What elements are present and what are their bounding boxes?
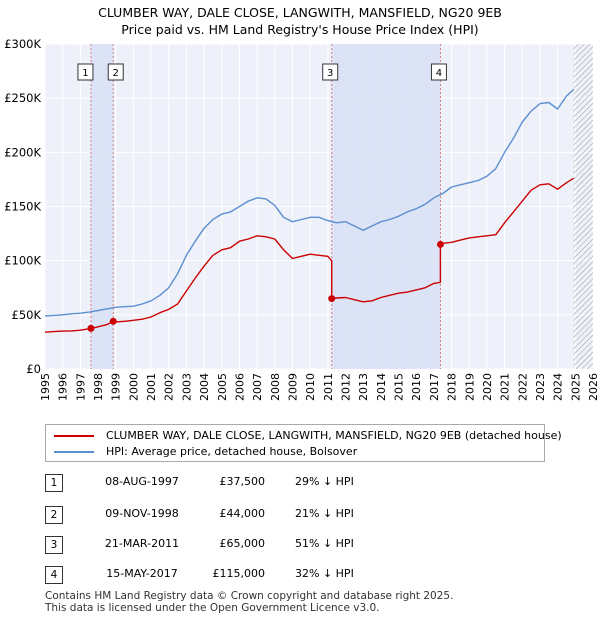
- sale-number-badge: 1: [45, 474, 63, 492]
- sale-price: £65,000: [219, 537, 266, 550]
- y-tick-label: £0: [26, 362, 41, 376]
- table-row: 3 21-MAR-2011 £65,000 51% ↓ HPI: [45, 536, 545, 554]
- x-tick-label: 2007: [251, 373, 264, 401]
- x-tick-label: 2025: [569, 373, 582, 401]
- sale-label-text: 2: [113, 68, 119, 79]
- x-tick-label: 2023: [534, 373, 547, 401]
- x-tick-label: 1999: [110, 373, 123, 401]
- x-tick-label: 2000: [127, 373, 140, 401]
- y-tick-label: £200K: [4, 145, 41, 159]
- x-tick-label: 2026: [587, 373, 600, 401]
- y-tick-label: £250K: [4, 91, 41, 105]
- sale-point: [87, 324, 95, 332]
- x-tick-label: 2011: [322, 373, 335, 401]
- sale-hpi-diff: 21% ↓ HPI: [295, 507, 354, 520]
- x-tick-label: 2020: [481, 373, 494, 401]
- sale-label-text: 1: [82, 68, 88, 79]
- sale-date: 15-MAY-2017: [106, 567, 178, 580]
- x-tick-label: 1998: [92, 373, 105, 401]
- x-tick-label: 2014: [375, 373, 388, 401]
- sale-label: 2: [107, 63, 124, 81]
- sale-label: 1: [77, 63, 94, 81]
- y-tick-label: £50K: [12, 308, 42, 322]
- sale-number-badge: 3: [45, 536, 63, 554]
- x-tick-label: 2003: [180, 373, 193, 401]
- sale-hpi-diff: 29% ↓ HPI: [295, 475, 354, 488]
- sale-point: [109, 317, 117, 325]
- footer-copyright: Contains HM Land Registry data © Crown c…: [45, 590, 454, 602]
- x-tick-label: 2013: [357, 373, 370, 401]
- x-tick-label: 2010: [304, 373, 317, 401]
- x-tick-label: 2009: [286, 373, 299, 401]
- x-tick-label: 1995: [39, 373, 52, 401]
- ownership-period: [331, 44, 441, 369]
- x-tick-label: 2001: [145, 373, 158, 401]
- y-tick-label: £150K: [4, 200, 41, 214]
- x-tick-label: 2012: [340, 373, 353, 401]
- sale-label-text: 4: [436, 68, 442, 79]
- x-tick-label: 2021: [499, 373, 512, 401]
- sale-hpi-diff: 51% ↓ HPI: [295, 537, 354, 550]
- sale-point: [436, 240, 444, 248]
- table-row: 2 09-NOV-1998 £44,000 21% ↓ HPI: [45, 506, 545, 524]
- sale-number-badge: 4: [45, 566, 63, 584]
- y-tick-label: £100K: [4, 254, 41, 268]
- legend: CLUMBER WAY, DALE CLOSE, LANGWITH, MANSF…: [45, 424, 562, 462]
- sale-markers: 1 2 3 4: [77, 63, 447, 332]
- x-tick-label: 2002: [163, 373, 176, 401]
- y-tick-label: £300K: [4, 37, 41, 51]
- legend-item-property: CLUMBER WAY, DALE CLOSE, LANGWITH, MANSF…: [54, 428, 562, 444]
- table-row: 1 08-AUG-1997 £37,500 29% ↓ HPI: [45, 474, 545, 492]
- sale-label-box: [430, 63, 447, 81]
- legend-swatch-hpi: [54, 451, 94, 453]
- x-tick-label: 2016: [410, 373, 423, 401]
- sale-point: [328, 295, 336, 303]
- sale-hpi-diff: 32% ↓ HPI: [295, 567, 354, 580]
- series-lines: [44, 88, 575, 333]
- x-tick-label: 2015: [393, 373, 406, 401]
- x-tick-label: 2006: [233, 373, 246, 401]
- legend-item-hpi: HPI: Average price, detached house, Bols…: [54, 444, 357, 460]
- sale-label-box: [77, 63, 94, 81]
- sale-price: £37,500: [219, 475, 266, 488]
- table-row: 4 15-MAY-2017 £115,000 32% ↓ HPI: [45, 566, 545, 584]
- footer-licence: This data is licensed under the Open Gov…: [45, 602, 380, 614]
- series-line-property: [44, 177, 574, 333]
- footer: Contains HM Land Registry data © Crown c…: [45, 590, 453, 614]
- sale-date: 21-MAR-2011: [104, 537, 180, 550]
- ownership-period: [90, 44, 114, 369]
- legend-swatch-property: [54, 435, 94, 437]
- chart-title: CLUMBER WAY, DALE CLOSE, LANGWITH, MANSF…: [98, 5, 502, 20]
- price-chart: 1 2 3 4 £0 £50K £100K £150K £200K £250K £300K 1995…: [4, 37, 600, 401]
- forecast-hatch: [573, 44, 593, 369]
- x-tick-label: 1997: [74, 373, 87, 401]
- x-tick-label: 2019: [463, 373, 476, 401]
- sale-price: £44,000: [219, 507, 266, 520]
- sale-label-box: [107, 63, 124, 81]
- sale-date: 08-AUG-1997: [105, 475, 179, 488]
- x-tick-label: 2005: [216, 373, 229, 401]
- sale-label-text: 3: [327, 68, 333, 79]
- sale-number-badge: 2: [45, 506, 63, 524]
- sale-date: 09-NOV-1998: [105, 507, 179, 520]
- shaded-ranges: [90, 44, 593, 369]
- sale-label: 3: [322, 63, 339, 81]
- legend-label-hpi: HPI: Average price, detached house, Bols…: [106, 445, 358, 458]
- x-tick-label: 2008: [269, 373, 282, 401]
- series-line-hpi: [44, 88, 575, 317]
- axes: £0 £50K £100K £150K £200K £250K £300K 1995 1996 1…: [4, 37, 600, 401]
- x-tick-label: 2024: [552, 373, 565, 401]
- chart-title-block: CLUMBER WAY, DALE CLOSE, LANGWITH, MANSF…: [0, 4, 600, 38]
- chart-subtitle: Price paid vs. HM Land Registry's House …: [121, 22, 479, 37]
- x-tick-label: 1996: [57, 373, 70, 401]
- x-tick-label: 2004: [198, 373, 211, 401]
- gridlines: [44, 43, 594, 370]
- sale-price: £115,000: [212, 567, 266, 580]
- x-tick-label: 2022: [516, 373, 529, 401]
- x-tick-label: 2017: [428, 373, 441, 401]
- sale-label-box: [322, 63, 339, 81]
- legend-label-property: CLUMBER WAY, DALE CLOSE, LANGWITH, MANSF…: [106, 429, 562, 442]
- x-tick-label: 2018: [446, 373, 459, 401]
- sale-label: 4: [430, 63, 447, 81]
